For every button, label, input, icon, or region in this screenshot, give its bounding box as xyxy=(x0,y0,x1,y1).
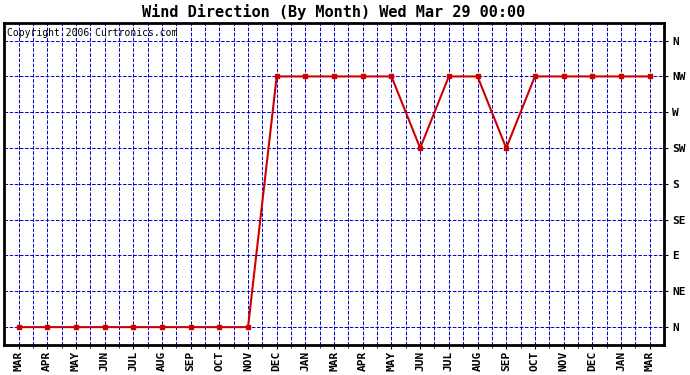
Text: Copyright 2006 Curtronics.com: Copyright 2006 Curtronics.com xyxy=(8,27,178,38)
Title: Wind Direction (By Month) Wed Mar 29 00:00: Wind Direction (By Month) Wed Mar 29 00:… xyxy=(142,4,526,20)
